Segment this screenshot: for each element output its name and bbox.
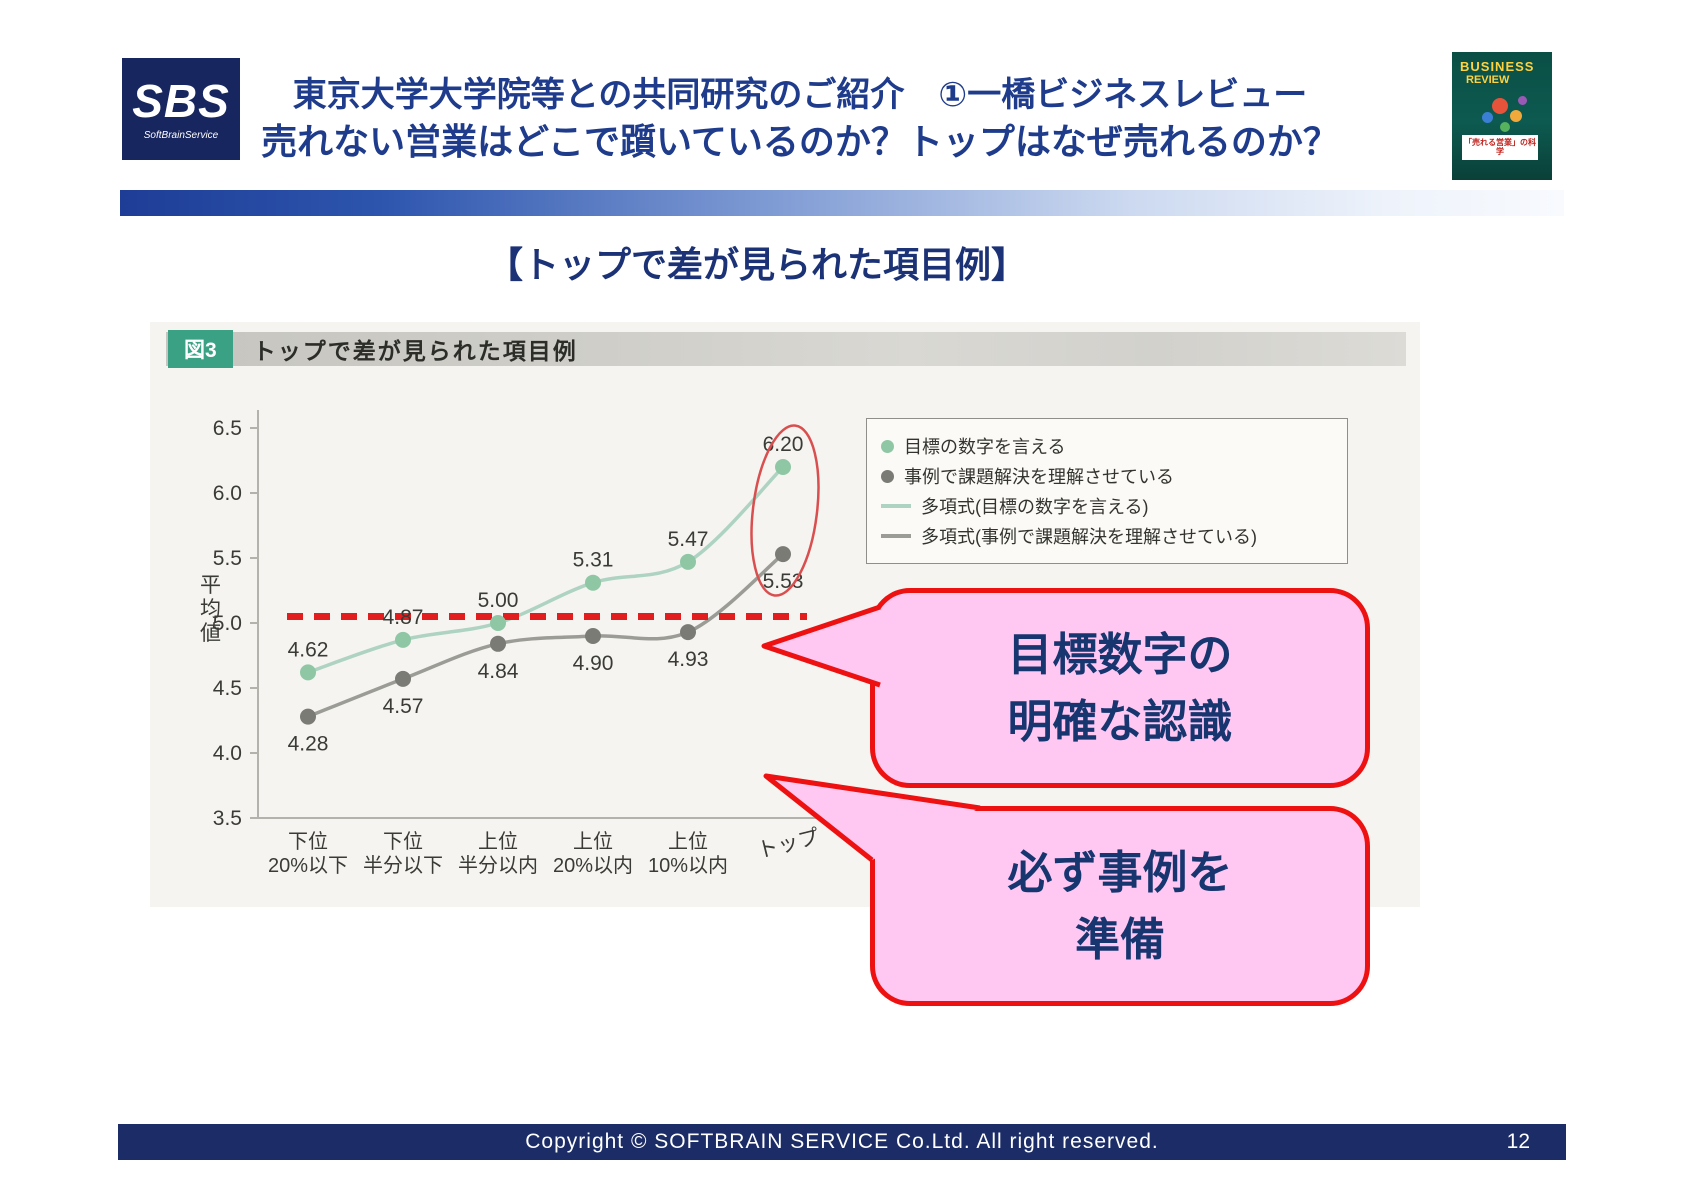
chart-svg: 3.54.04.55.05.56.06.5平均値下位20%以下下位半分以下上位半… [200, 410, 840, 877]
svg-text:平均値: 平均値 [200, 574, 221, 645]
svg-text:6.5: 6.5 [213, 417, 242, 440]
svg-text:3.5: 3.5 [213, 807, 242, 830]
callout-prepare-cases: 必ず事例を 準備 [870, 806, 1370, 1006]
svg-text:20%以内: 20%以内 [553, 854, 633, 877]
book-decor-dot [1492, 98, 1508, 114]
copyright-text: Copyright © SOFTBRAIN SERVICE Co.Ltd. Al… [525, 1130, 1159, 1153]
book-decor-dot [1482, 112, 1493, 123]
callout-text-line: 目標数字の [1007, 628, 1233, 680]
svg-text:4.28: 4.28 [288, 733, 329, 756]
svg-text:20%以下: 20%以下 [268, 855, 348, 877]
slide-title-line1: 東京大学大学院等との共同研究のご紹介 ①一橋ビジネスレビュー [292, 76, 1308, 114]
sbs-logo: SBS SoftBrainService [122, 58, 240, 160]
legend-label: 事例で課題解決を理解させている [904, 467, 1174, 487]
book-decor-dot [1518, 96, 1527, 105]
svg-text:4.0: 4.0 [213, 742, 242, 765]
header-divider-bar [120, 190, 1564, 216]
svg-text:上位: 上位 [573, 830, 613, 853]
svg-text:5.5: 5.5 [213, 547, 242, 570]
legend-line-gray-icon [881, 534, 911, 538]
book-cover-image: BUSINESS REVIEW 「売れる営業」の科学 [1452, 52, 1552, 180]
legend-line-green-icon [881, 504, 911, 508]
callout-text-line: 明確な認識 [1007, 696, 1233, 747]
svg-text:5.00: 5.00 [478, 589, 519, 612]
svg-text:4.62: 4.62 [288, 638, 329, 661]
book-decor-dot [1500, 122, 1510, 132]
svg-text:6.20: 6.20 [763, 433, 804, 456]
svg-text:4.93: 4.93 [668, 648, 709, 671]
svg-text:上位: 上位 [668, 830, 708, 853]
book-caption: 「売れる営業」の科学 [1462, 134, 1538, 160]
book-title-text2: REVIEW [1466, 74, 1510, 87]
figure-number-tag: 図3 [168, 330, 233, 368]
svg-text:半分以下: 半分以下 [363, 854, 443, 877]
svg-text:5.31: 5.31 [573, 549, 614, 572]
callout-text-line: 必ず事例を [1007, 846, 1233, 898]
svg-text:4.84: 4.84 [478, 660, 519, 683]
figure-header-band: 図3 トップで差が見られた項目例 [166, 330, 1406, 368]
svg-text:半分以内: 半分以内 [458, 854, 538, 877]
book-decor-dot [1510, 110, 1522, 122]
legend-dot-green-icon [881, 439, 894, 453]
book-title-text: BUSINESS [1460, 59, 1535, 74]
line-chart: 3.5 4.0 4.5 5.0 5.5 6.0 6.5 平均値 下位 20%以下 下位 半分以下 上位半… [150, 380, 930, 910]
chart-legend: 目標の数字を言える 事例で課題解決を理解させている 多項式(目標の数字を言える)… [866, 418, 1348, 564]
callout-goal-numbers: 目標数字の 明確な認識 [870, 588, 1370, 788]
svg-text:トップ: トップ [755, 825, 822, 863]
legend-item: 多項式(目標の数字を言える) [881, 491, 1333, 521]
logo-text: SBS [132, 74, 230, 127]
slide-title: 東京大学大学院等との共同研究のご紹介 ①一橋ビジネスレビュー 売れない営業はどこ… [140, 72, 1460, 166]
legend-label: 多項式(目標の数字を言える) [921, 497, 1149, 517]
legend-label: 目標の数字を言える [904, 437, 1066, 457]
legend-label: 多項式(事例で課題解決を理解させている) [921, 527, 1257, 547]
logo-subtext: SoftBrainService [143, 129, 219, 141]
svg-text:6.0: 6.0 [213, 482, 242, 505]
svg-text:4.5: 4.5 [213, 677, 242, 700]
svg-text:上位: 上位 [478, 830, 518, 853]
legend-item: 多項式(事例で課題解決を理解させている) [881, 521, 1333, 551]
svg-text:4.57: 4.57 [383, 695, 424, 718]
svg-text:下位: 下位 [288, 830, 328, 853]
figure-title: トップで差が見られた項目例 [252, 338, 578, 364]
svg-text:5.0: 5.0 [213, 612, 242, 635]
svg-text:10%以内: 10%以内 [648, 854, 728, 877]
footer-bar: Copyright © SOFTBRAIN SERVICE Co.Ltd. Al… [118, 1124, 1566, 1160]
section-title: 【トップで差が見られた項目例】 [486, 244, 1027, 285]
svg-text:5.53: 5.53 [763, 570, 804, 593]
slide-title-line2: 売れない営業はどこで躓いているのか？トップはなぜ売れるのか？ [261, 121, 1339, 162]
legend-item: 事例で課題解決を理解させている [881, 461, 1333, 491]
svg-text:4.87: 4.87 [383, 606, 424, 629]
legend-dot-gray-icon [881, 469, 894, 483]
svg-text:下位: 下位 [383, 830, 423, 853]
svg-text:5.47: 5.47 [668, 528, 709, 551]
callout-text-line: 準備 [1074, 914, 1165, 965]
svg-text:4.90: 4.90 [573, 652, 614, 675]
page-number: 12 [1506, 1130, 1530, 1153]
legend-item: 目標の数字を言える [881, 431, 1333, 461]
